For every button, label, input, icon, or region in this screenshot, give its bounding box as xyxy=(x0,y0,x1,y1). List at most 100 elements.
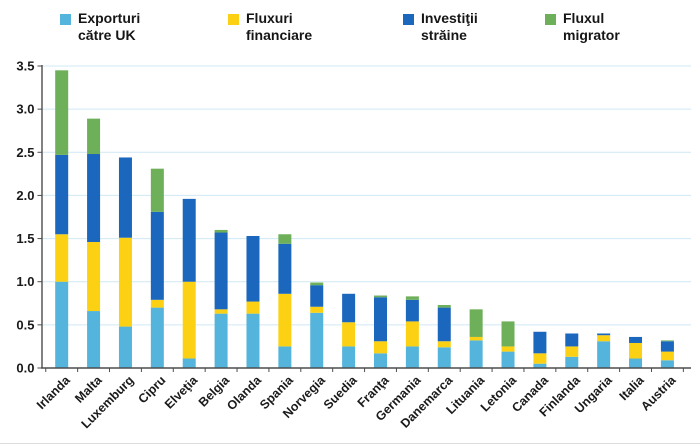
bar-segment-olanda-exporturi-catre-uk xyxy=(246,313,260,368)
legend-swatch-fluxuri-financiare xyxy=(228,14,239,25)
y-axis-label-3.0: 3.0 xyxy=(16,102,34,117)
bar-segment-elvetia-fluxuri-financiare xyxy=(182,281,196,359)
x-axis-label-elvetia: Elveţia xyxy=(162,372,201,411)
bar-segment-finlanda-investitii-straine xyxy=(565,333,579,347)
bar-segment-letonia-exporturi-catre-uk xyxy=(501,351,515,368)
bar-segment-danemarca-investitii-straine xyxy=(437,307,451,342)
bar-segment-canada-exporturi-catre-uk xyxy=(533,363,547,368)
bar-segment-norvegia-investitii-straine xyxy=(310,285,324,307)
bar-segment-canada-investitii-straine xyxy=(533,331,547,354)
legend-swatch-investitii-straine xyxy=(403,14,414,25)
bar-segment-malta-fluxuri-financiare xyxy=(87,242,101,312)
legend-label-line: Fluxul xyxy=(563,10,605,26)
legend-item-fluxuri-financiare: Fluxuri financiare xyxy=(228,10,312,44)
bar-segment-irlanda-fluxuri-financiare xyxy=(55,234,69,282)
bar-segment-germania-exporturi-catre-uk xyxy=(405,346,419,368)
bar-segment-ungaria-exporturi-catre-uk xyxy=(597,341,611,368)
bar-segment-austria-investitii-straine xyxy=(660,341,674,352)
y-axis-label-3.5: 3.5 xyxy=(16,59,34,74)
bar-segment-danemarca-exporturi-catre-uk xyxy=(437,347,451,368)
legend-swatch-fluxul-migrator xyxy=(545,14,556,25)
bar-segment-olanda-investitii-straine xyxy=(246,235,260,302)
legend-label-fluxuri-financiare: Fluxuri financiare xyxy=(246,10,312,44)
bar-segment-luxemburg-fluxuri-financiare xyxy=(118,237,132,327)
bar-segment-austria-exporturi-catre-uk xyxy=(660,360,674,368)
bar-segment-belgia-investitii-straine xyxy=(214,232,228,310)
bar-segment-ungaria-fluxuri-financiare xyxy=(597,335,611,342)
bar-segment-norvegia-fluxul-migrator xyxy=(310,282,324,286)
figure-bottom-border xyxy=(0,443,700,444)
bar-segment-italia-exporturi-catre-uk xyxy=(629,358,643,368)
y-axis-label-2.5: 2.5 xyxy=(16,145,34,160)
bar-segment-spania-investitii-straine xyxy=(278,243,292,294)
bar-segment-letonia-fluxuri-financiare xyxy=(501,346,515,352)
x-axis-label-suedia: Suedia xyxy=(321,372,361,412)
bar-segment-suedia-investitii-straine xyxy=(342,293,356,323)
bar-segment-malta-exporturi-catre-uk xyxy=(87,311,101,368)
bar-segment-lituania-exporturi-catre-uk xyxy=(469,340,483,368)
bar-segment-belgia-fluxuri-financiare xyxy=(214,309,228,314)
bar-segment-belgia-exporturi-catre-uk xyxy=(214,313,228,368)
bar-segment-malta-investitii-straine xyxy=(87,154,101,243)
legend-swatch-exporturi-catre-uk xyxy=(60,14,71,25)
bar-segment-italia-fluxuri-financiare xyxy=(629,342,643,359)
x-axis-label-austria: Austria xyxy=(638,372,679,413)
bar-segment-letonia-fluxul-migrator xyxy=(501,321,515,347)
bar-segment-finlanda-exporturi-catre-uk xyxy=(565,356,579,368)
bar-segment-irlanda-exporturi-catre-uk xyxy=(55,281,69,368)
bar-segment-irlanda-fluxul-migrator xyxy=(55,70,69,155)
bar-segment-finlanda-fluxuri-financiare xyxy=(565,346,579,357)
legend-label-line: migrator xyxy=(563,27,620,43)
bar-segment-elvetia-investitii-straine xyxy=(182,198,196,282)
bar-segment-belgia-fluxul-migrator xyxy=(214,229,228,233)
bar-segment-ungaria-investitii-straine xyxy=(597,333,611,336)
bar-segment-franta-fluxul-migrator xyxy=(374,295,387,298)
bar-segment-danemarca-fluxul-migrator xyxy=(437,305,451,308)
bar-segment-cipru-fluxul-migrator xyxy=(150,168,164,212)
bar-segment-italia-investitii-straine xyxy=(629,336,643,343)
bar-segment-norvegia-exporturi-catre-uk xyxy=(310,312,324,368)
bar-segment-irlanda-investitii-straine xyxy=(55,154,69,235)
legend-label-line: Exporturi xyxy=(78,10,141,26)
bar-segment-lituania-fluxul-migrator xyxy=(469,309,483,337)
legend-label-line: străine xyxy=(421,27,467,43)
legend-item-fluxul-migrator: Fluxul migrator xyxy=(545,10,620,44)
bar-segment-franta-exporturi-catre-uk xyxy=(374,353,387,368)
bar-segment-franta-fluxuri-financiare xyxy=(374,341,387,354)
chart-legend: Exporturi către UK Fluxuri financiare Invest… xyxy=(0,0,700,56)
bar-segment-cipru-fluxuri-financiare xyxy=(150,299,164,308)
bar-segment-olanda-fluxuri-financiare xyxy=(246,301,260,314)
bar-segment-malta-fluxul-migrator xyxy=(87,118,101,155)
bar-segment-germania-fluxul-migrator xyxy=(405,296,419,300)
legend-label-line: financiare xyxy=(246,27,313,43)
bar-segment-elvetia-exporturi-catre-uk xyxy=(182,358,196,368)
bar-segment-suedia-fluxuri-financiare xyxy=(342,322,356,347)
legend-item-investitii-straine: Investiţii străine xyxy=(403,10,478,44)
bar-segment-suedia-exporturi-catre-uk xyxy=(342,346,356,368)
bar-segment-norvegia-fluxuri-financiare xyxy=(310,306,324,313)
bar-segment-canada-fluxuri-financiare xyxy=(533,353,547,364)
legend-label-line: Investiţii xyxy=(421,10,478,26)
bar-segment-cipru-investitii-straine xyxy=(150,211,164,300)
y-axis-label-1.0: 1.0 xyxy=(16,274,34,289)
y-axis-label-1.5: 1.5 xyxy=(16,231,34,246)
bar-segment-luxemburg-exporturi-catre-uk xyxy=(118,326,132,368)
y-axis-label-0.5: 0.5 xyxy=(16,317,34,332)
bar-segment-luxemburg-investitii-straine xyxy=(118,157,132,238)
y-axis-label-2.0: 2.0 xyxy=(16,188,34,203)
bar-segment-franta-investitii-straine xyxy=(374,297,387,342)
bar-segment-danemarca-fluxuri-financiare xyxy=(437,341,451,348)
legend-label-line: Fluxuri xyxy=(246,10,293,26)
legend-label-fluxul-migrator: Fluxul migrator xyxy=(563,10,620,44)
x-axis-label-irlanda: Irlanda xyxy=(34,372,74,412)
bar-segment-spania-fluxuri-financiare xyxy=(278,293,292,347)
bar-segment-germania-fluxuri-financiare xyxy=(405,321,419,347)
bar-segment-austria-fluxuri-financiare xyxy=(660,351,674,361)
legend-label-investitii-straine: Investiţii străine xyxy=(421,10,478,44)
legend-label-line: către UK xyxy=(78,27,136,43)
bar-segment-germania-investitii-straine xyxy=(405,299,419,322)
x-axis-label-olanda: Olanda xyxy=(224,372,265,413)
bar-segment-spania-fluxul-migrator xyxy=(278,234,292,244)
y-axis-label-0.0: 0.0 xyxy=(16,361,34,376)
